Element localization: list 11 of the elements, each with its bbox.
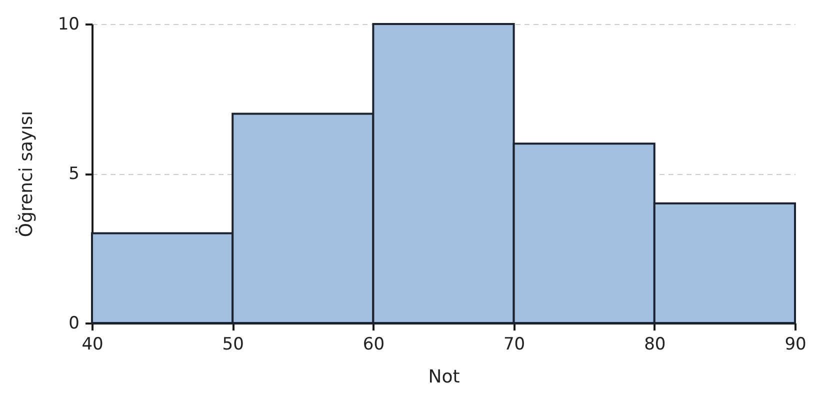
x-tick-label: 80 bbox=[644, 334, 666, 354]
y-tick-label: 10 bbox=[58, 14, 80, 34]
y-tick-label: 0 bbox=[68, 314, 80, 334]
x-tick-label: 90 bbox=[784, 334, 806, 354]
x-tick-label: 60 bbox=[362, 334, 385, 354]
y-axis-title: Öğrenci sayısı bbox=[14, 110, 37, 238]
x-tick-label: 70 bbox=[503, 334, 526, 354]
x-tick-label: 40 bbox=[82, 334, 104, 354]
x-tick-label: 50 bbox=[222, 334, 244, 354]
y-tick-label: 5 bbox=[68, 164, 80, 184]
x-axis-title: Not bbox=[428, 366, 460, 388]
